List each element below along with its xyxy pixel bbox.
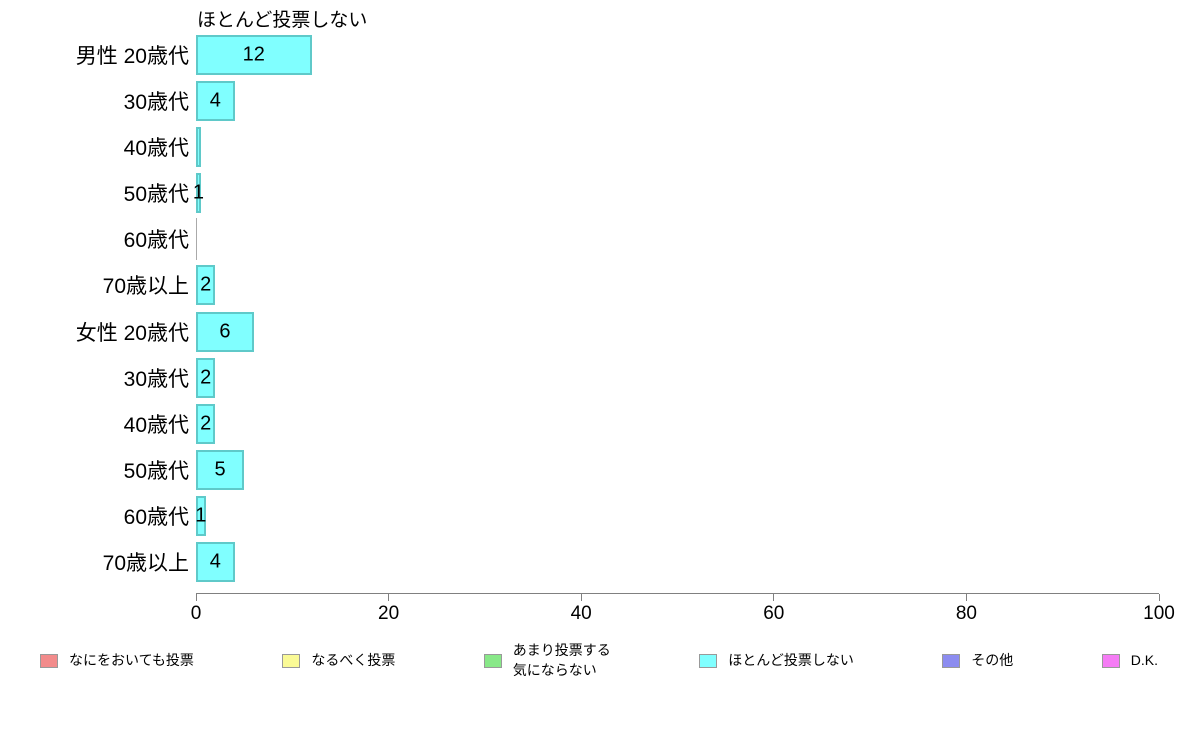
bar-value-label: 2 — [200, 366, 212, 389]
x-axis-tick — [773, 594, 775, 601]
bar-area: 6 — [196, 308, 1188, 354]
bar-value-label: 1 — [195, 504, 207, 527]
x-axis-tick — [1158, 594, 1160, 601]
legend-item: D.K. — [1101, 651, 1158, 671]
bar-value-label: 4 — [209, 89, 221, 112]
legend-label: その他 — [971, 651, 1014, 668]
bar-area — [196, 216, 1188, 262]
bar-area: 2 — [196, 355, 1188, 401]
bar-value-label: 2 — [200, 273, 212, 296]
bar-row: 70歳以上 4 — [0, 539, 1188, 585]
bar-area: 4 — [196, 78, 1188, 124]
x-axis-tick-label: 20 — [378, 603, 400, 624]
bar-value-label: 12 — [242, 43, 265, 66]
legend-label: D.K. — [1130, 651, 1158, 668]
zero-value-axis-line — [196, 218, 197, 261]
legend-swatch-icon — [282, 653, 301, 668]
bar — [196, 403, 216, 444]
x-axis-tick-label: 60 — [763, 603, 785, 624]
bar — [196, 35, 312, 76]
bar — [196, 265, 216, 306]
legend-label: あまり投票する 気にならない — [512, 642, 611, 678]
bar-area: 4 — [196, 539, 1188, 585]
bar-rows-container: 男性 20歳代 12 30歳代 4 40歳代 50歳代 1 60歳代 70歳以上 2 女性 20歳代… — [0, 32, 1188, 585]
legend-swatch-icon — [1101, 653, 1120, 668]
bar-row: 女性 20歳代 6 — [0, 308, 1188, 354]
bar-row: 60歳代 1 — [0, 493, 1188, 539]
legend-item: ほとんど投票しない — [699, 651, 854, 671]
bar-area: 12 — [196, 32, 1188, 78]
bar-row: 70歳以上 2 — [0, 262, 1188, 308]
bar-area: 1 — [192, 170, 1188, 216]
legend-item: あまり投票する 気にならない — [483, 641, 611, 680]
bar-row: 50歳代 1 — [0, 170, 1188, 216]
x-axis-tick — [388, 594, 390, 601]
x-axis-tick-label: 40 — [570, 603, 592, 624]
legend-item: なにをおいても投票 — [40, 651, 194, 671]
bar-row: 60歳代 — [0, 216, 1188, 262]
category-label: 60歳代 — [123, 229, 189, 253]
bar-value-label: 2 — [200, 412, 212, 435]
bar — [196, 495, 206, 536]
bar — [196, 311, 254, 352]
bar-area: 2 — [196, 401, 1188, 447]
chart-title: ほとんど投票しない — [197, 10, 368, 31]
bar-value-label: 6 — [219, 320, 231, 342]
category-label: 40歳代 — [123, 413, 189, 437]
category-label: 70歳以上 — [102, 551, 189, 575]
bar-row: 50歳代 5 — [0, 447, 1188, 493]
bar-area: 2 — [196, 262, 1188, 308]
category-label: 30歳代 — [123, 367, 189, 391]
x-axis-tick — [195, 594, 197, 601]
legend-item: その他 — [942, 651, 1013, 671]
bar — [196, 173, 201, 214]
legend: なにをおいても投票 なるべく投票 あまり投票する 気にならない ほとんど投票しない その… — [40, 641, 1158, 680]
x-axis-tick-label: 0 — [190, 603, 202, 624]
bar-area: 1 — [195, 493, 1188, 539]
x-axis-tick — [580, 594, 582, 601]
bar — [196, 357, 216, 398]
category-label: 40歳代 — [123, 137, 189, 161]
bar-row: 40歳代 2 — [0, 401, 1188, 447]
category-label: 30歳代 — [123, 91, 189, 115]
bar-row: 40歳代 — [0, 124, 1188, 170]
legend-item: なるべく投票 — [282, 651, 395, 671]
bar — [196, 127, 201, 168]
x-axis-tick-label: 100 — [1143, 603, 1175, 624]
x-axis-tick-label: 80 — [955, 603, 977, 624]
bar-value-label: 5 — [214, 458, 226, 481]
bar-value-label: 4 — [209, 550, 221, 573]
category-label: 男性 20歳代 — [75, 45, 189, 69]
bar-row: 30歳代 2 — [0, 355, 1188, 401]
x-axis: 0 20 40 60 80 100 — [191, 593, 1175, 624]
legend-label: なるべく投票 — [311, 651, 396, 668]
category-label: 50歳代 — [123, 459, 189, 483]
legend-label: ほとんど投票しない — [728, 651, 854, 668]
category-label: 70歳以上 — [102, 275, 189, 299]
bar-area: 5 — [196, 447, 1188, 493]
legend-swatch-icon — [483, 653, 502, 668]
legend-swatch-icon — [942, 653, 961, 668]
bar-area — [196, 124, 1188, 170]
bar — [196, 541, 235, 582]
category-label: 60歳代 — [123, 505, 189, 529]
bar-value-label: 1 — [192, 181, 204, 204]
x-axis-tick — [965, 594, 967, 601]
legend-swatch-icon — [40, 653, 58, 668]
category-label: 50歳代 — [123, 183, 189, 207]
bar — [196, 449, 245, 490]
bar-row: 男性 20歳代 12 — [0, 32, 1188, 78]
category-label: 女性 20歳代 — [75, 321, 189, 345]
bar — [196, 81, 235, 122]
legend-label: なにをおいても投票 — [69, 651, 194, 668]
legend-swatch-icon — [699, 653, 718, 668]
bar-row: 30歳代 4 — [0, 78, 1188, 124]
